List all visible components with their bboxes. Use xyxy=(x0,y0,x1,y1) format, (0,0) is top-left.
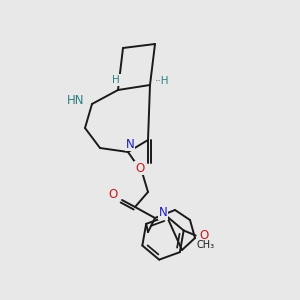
Text: H: H xyxy=(112,75,120,85)
Text: O: O xyxy=(135,161,145,175)
Text: O: O xyxy=(199,229,208,242)
Text: N: N xyxy=(126,137,134,151)
Text: CH₃: CH₃ xyxy=(196,241,215,250)
Text: O: O xyxy=(108,188,118,202)
Text: N: N xyxy=(159,206,167,220)
Text: O: O xyxy=(198,229,208,242)
Text: HN: HN xyxy=(67,94,84,106)
Text: ··H: ··H xyxy=(155,76,169,86)
